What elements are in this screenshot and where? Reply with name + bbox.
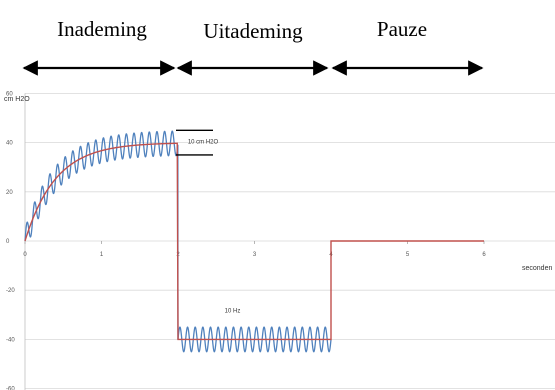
y-axis-label: cm H2O xyxy=(4,96,30,103)
y-tick-label: -60 xyxy=(6,387,15,390)
x-tick-label: 3 xyxy=(253,252,257,258)
chart-series xyxy=(24,130,484,353)
chart-annotations: 10 cm H2O 10 Hz xyxy=(176,129,241,314)
oscillation-line-inspiration xyxy=(24,130,179,340)
x-tick-label: 1 xyxy=(100,252,104,258)
y-tick-label: 0 xyxy=(6,239,10,245)
y-tick-label: 40 xyxy=(6,141,13,147)
y-tick-label: -40 xyxy=(6,337,15,343)
x-axis: 01234567 xyxy=(23,241,486,258)
y-tick-label: 60 xyxy=(6,91,13,97)
x-tick-label: 0 xyxy=(23,252,27,258)
x-tick-label: 6 xyxy=(482,252,486,258)
y-tick-label: -20 xyxy=(6,288,15,294)
amplitude-label: 10 cm H2O xyxy=(188,140,219,146)
x-tick-label: 5 xyxy=(406,252,410,258)
phase-label-pauze: Pauze xyxy=(377,17,427,41)
x-axis-label: seconden xyxy=(522,265,552,272)
phase-label-uitademing: Uitademing xyxy=(203,19,303,43)
frequency-label: 10 Hz xyxy=(225,308,241,314)
phase-label-inademing: Inademing xyxy=(57,17,147,41)
y-axis: 60 40 20 0 -20 -40 -60 xyxy=(6,91,15,390)
mean-pressure-line xyxy=(24,142,484,341)
y-tick-label: 20 xyxy=(6,190,13,196)
